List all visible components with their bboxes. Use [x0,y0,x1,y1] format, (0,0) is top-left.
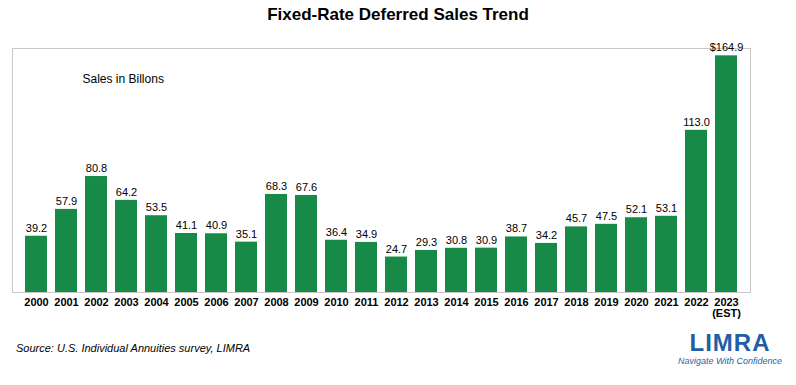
svg-text:2017: 2017 [534,296,558,308]
svg-text:53.1: 53.1 [656,202,677,214]
svg-text:2014: 2014 [444,296,469,308]
svg-text:2010: 2010 [324,296,348,308]
svg-text:2022: 2022 [684,296,708,308]
svg-text:39.2: 39.2 [26,222,47,234]
svg-text:2008: 2008 [264,296,288,308]
svg-text:41.1: 41.1 [176,219,197,231]
svg-text:2006: 2006 [204,296,228,308]
svg-text:2000: 2000 [24,296,48,308]
svg-text:36.4: 36.4 [326,226,347,238]
svg-text:2015: 2015 [474,296,498,308]
svg-text:30.9: 30.9 [476,234,497,246]
svg-text:52.1: 52.1 [626,203,647,215]
svg-text:2004: 2004 [144,296,169,308]
svg-text:2011: 2011 [355,296,379,308]
svg-text:2021: 2021 [654,296,678,308]
svg-text:29.3: 29.3 [416,236,437,248]
svg-text:2016: 2016 [504,296,528,308]
svg-text:2003: 2003 [114,296,138,308]
svg-text:2012: 2012 [384,296,408,308]
svg-text:47.5: 47.5 [596,210,617,222]
svg-text:67.6: 67.6 [296,181,317,193]
svg-text:34.2: 34.2 [536,229,557,241]
svg-text:2019: 2019 [594,296,618,308]
svg-text:57.9: 57.9 [56,195,77,207]
svg-text:45.7: 45.7 [566,212,587,224]
svg-text:38.7: 38.7 [506,222,527,234]
svg-text:2007: 2007 [234,296,258,308]
html-text:LIMRA: LIMRA [689,329,771,356]
svg-text:2009: 2009 [294,296,318,308]
html-text:Fixed-Rate Deferred Sales Tren: Fixed-Rate Deferred Sales Trend [267,5,529,24]
svg-text:113.0: 113.0 [683,116,710,128]
svg-text:80.8: 80.8 [86,162,107,174]
svg-text:30.8: 30.8 [446,234,467,246]
svg-text:2002: 2002 [84,296,108,308]
svg-text:Sales in Billons: Sales in Billons [83,72,164,86]
svg-text:68.3: 68.3 [266,180,287,192]
svg-text:24.7: 24.7 [386,243,407,255]
html-text:Navigate With Confidence: Navigate With Confidence [678,356,782,366]
svg-text:2005: 2005 [174,296,198,308]
svg-text:53.5: 53.5 [146,201,167,213]
svg-text:64.2: 64.2 [116,186,137,198]
svg-text:2001: 2001 [54,296,78,308]
svg-text:2018: 2018 [564,296,588,308]
svg-text:$164.9: $164.9 [710,41,744,53]
svg-text:35.1: 35.1 [236,228,257,240]
svg-text:40.9: 40.9 [206,219,227,231]
svg-text:2013: 2013 [414,296,438,308]
html-text:Source: U.S. Individual Annuit: Source: U.S. Individual Annuities survey… [16,342,251,354]
svg-text:2023(EST): 2023(EST) [712,296,741,319]
svg-text:34.9: 34.9 [356,228,377,240]
svg-text:2020: 2020 [624,296,648,308]
